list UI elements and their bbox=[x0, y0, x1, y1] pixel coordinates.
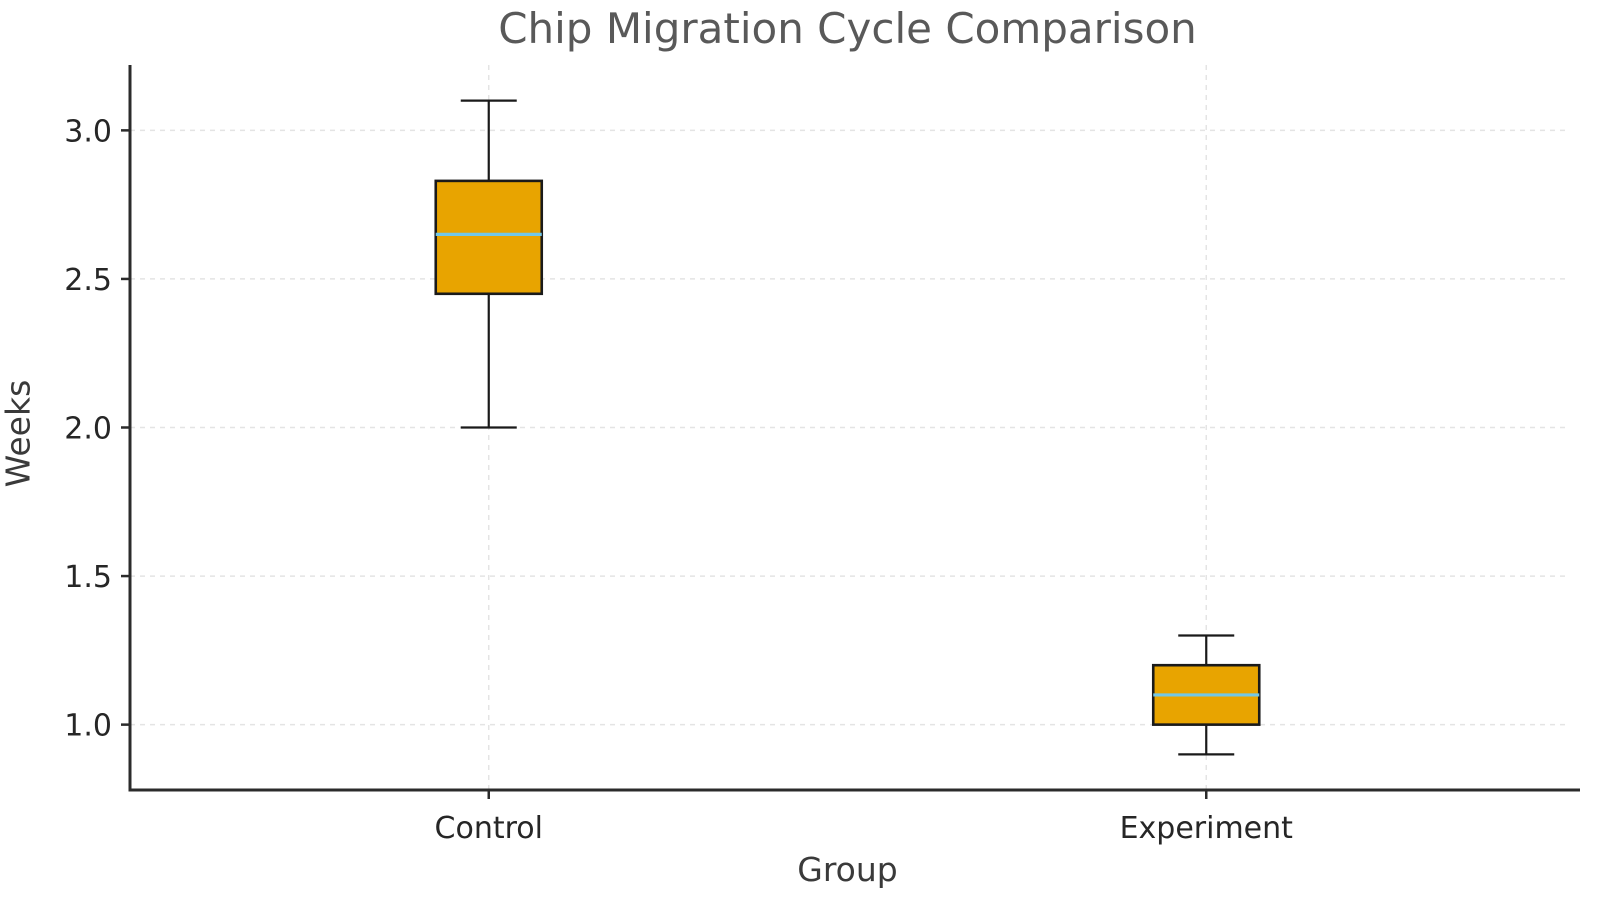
chart-title: Chip Migration Cycle Comparison bbox=[498, 4, 1197, 53]
x-axis-label: Group bbox=[797, 850, 898, 889]
y-tick-label: 1.5 bbox=[64, 560, 112, 595]
y-tick-label: 2.5 bbox=[64, 263, 112, 298]
x-tick-label: Experiment bbox=[1120, 811, 1294, 846]
y-tick-label: 1.0 bbox=[64, 709, 112, 744]
box-control bbox=[434, 179, 544, 296]
y-tick-label: 2.0 bbox=[64, 412, 112, 447]
x-tick-label: Control bbox=[435, 811, 543, 846]
y-tick-label: 3.0 bbox=[64, 114, 112, 149]
